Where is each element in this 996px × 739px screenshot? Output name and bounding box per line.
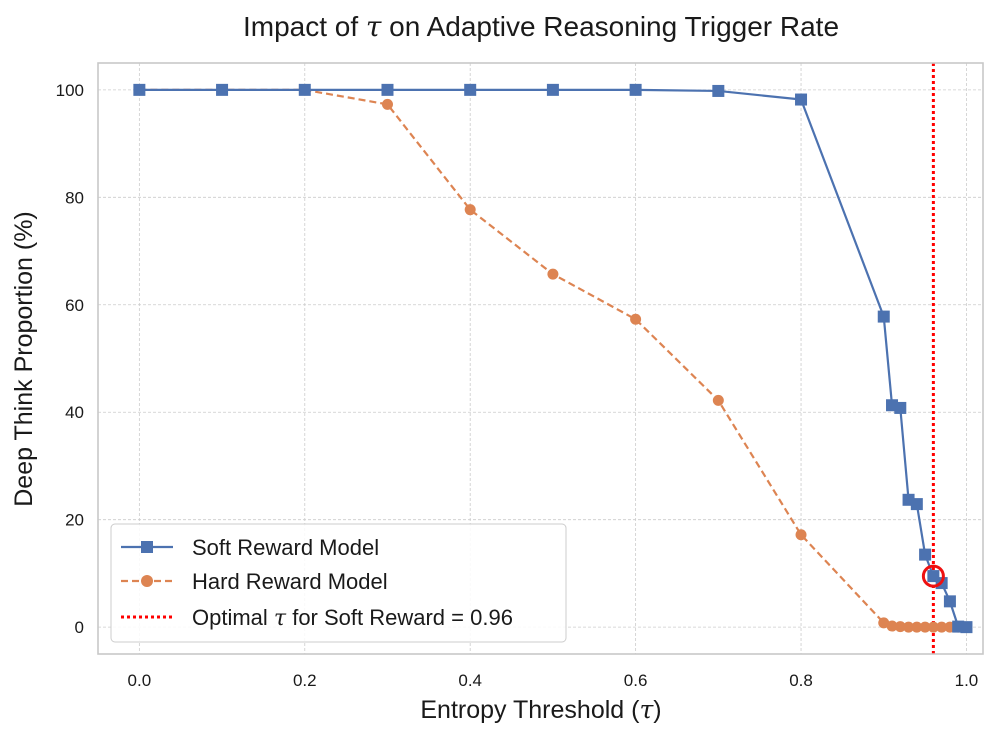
y-tick-label: 20 [65,511,84,530]
y-tick-label: 40 [65,403,84,422]
x-axis-ticks: 0.0 0.2 0.4 0.6 0.8 1.0 [128,671,979,690]
hard-data-point [547,268,559,280]
soft-data-point [298,83,311,96]
soft-data-point [216,83,229,96]
hard-data-point [894,621,906,633]
legend-tau-symbol: τ [274,606,287,631]
hard-data-point [712,394,724,406]
hard-data-point [630,313,642,325]
hard-data-point [886,620,898,632]
soft-data-point [381,83,394,96]
legend: Soft Reward Model Hard Reward Model Opti… [110,523,567,643]
y-axis-label: Deep Think Proportion (%) [10,211,38,507]
soft-data-point [546,83,559,96]
x-tick-label: 0.4 [458,671,482,690]
plot-frame [97,62,984,655]
soft-data-point [910,498,923,511]
y-tick-label: 100 [56,81,84,100]
y-axis-ticks: 0 20 40 60 80 100 [56,81,84,637]
hard-data-point [903,621,915,633]
hard-data-point [936,621,948,633]
x-tick-label: 1.0 [955,671,979,690]
x-tick-label: 0.0 [128,671,152,690]
soft-data-point [894,401,907,414]
y-tick-label: 60 [65,296,84,315]
soft-data-point [960,621,973,634]
xlabel-tau-symbol: τ [639,695,654,724]
highlight-layer [921,564,945,588]
soft-data-point [464,83,477,96]
soft-data-point [943,595,956,608]
soft-data-point [877,310,890,323]
soft-data-point [919,548,932,561]
y-tick-label: 0 [75,618,84,637]
legend-soft-marker [141,541,153,553]
hard-data-point [795,529,807,541]
soft-data-point [712,84,725,97]
hard-data-point [381,98,393,110]
legend-hard-label: Hard Reward Model [192,569,388,594]
soft-data-point [795,93,808,106]
legend-entry-hard: Hard Reward Model [121,569,388,594]
hard-data-point [878,617,890,629]
hard-data-point [919,621,931,633]
optimal-point-highlight [921,564,945,588]
x-axis-label: Entropy Threshold (τ) [420,695,661,724]
y-tick-label: 80 [65,188,84,207]
legend-optimal-label: Optimal τ for Soft Reward = 0.96 [192,605,513,631]
chart-title: Impact of τ on Adaptive Reasoning Trigge… [243,10,839,43]
legend-entry-optimal: Optimal τ for Soft Reward = 0.96 [121,605,513,631]
hard-data-point [927,621,939,633]
legend-box [110,523,567,643]
x-tick-label: 0.8 [789,671,813,690]
hard-data-point [911,621,923,633]
legend-entry-soft: Soft Reward Model [121,535,379,560]
soft-data-point [629,83,642,96]
hard-data-point [464,204,476,216]
title-tau-symbol: τ [366,10,382,43]
series-layer [133,83,973,634]
x-tick-label: 0.6 [624,671,648,690]
legend-soft-label: Soft Reward Model [192,535,379,560]
soft-data-point [133,83,146,96]
legend-hard-marker [141,575,153,587]
x-tick-label: 0.2 [293,671,317,690]
